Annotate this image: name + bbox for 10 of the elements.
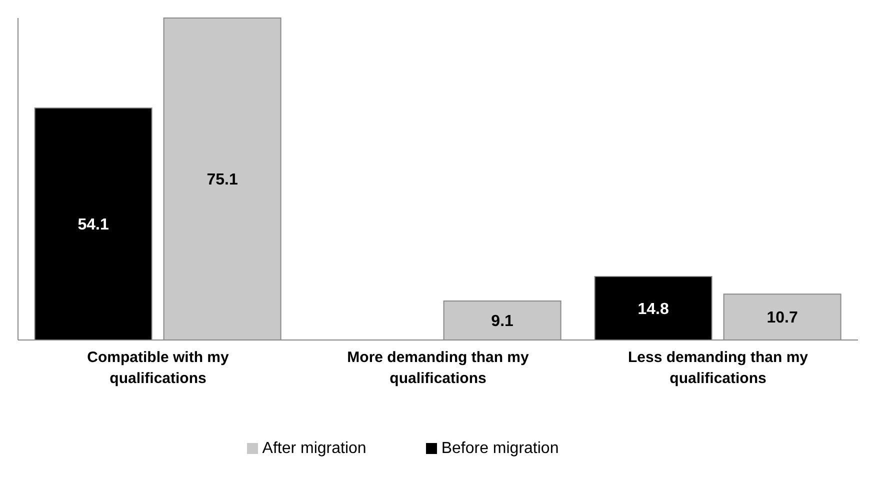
legend-label: After migration <box>262 440 366 457</box>
x-tick-label: Compatible with my qualifications <box>87 349 230 387</box>
x-tick-label: More demanding than my qualifications <box>347 349 530 387</box>
data-label: 9.1 <box>491 313 514 330</box>
data-label: 10.7 <box>766 310 798 327</box>
x-tick-label: Less demanding than my qualifications <box>628 349 809 387</box>
data-label: 75.1 <box>206 172 238 189</box>
data-label: 14.8 <box>638 300 669 318</box>
data-label: 54.1 <box>78 216 109 234</box>
legend-label: Before migration <box>441 440 559 457</box>
